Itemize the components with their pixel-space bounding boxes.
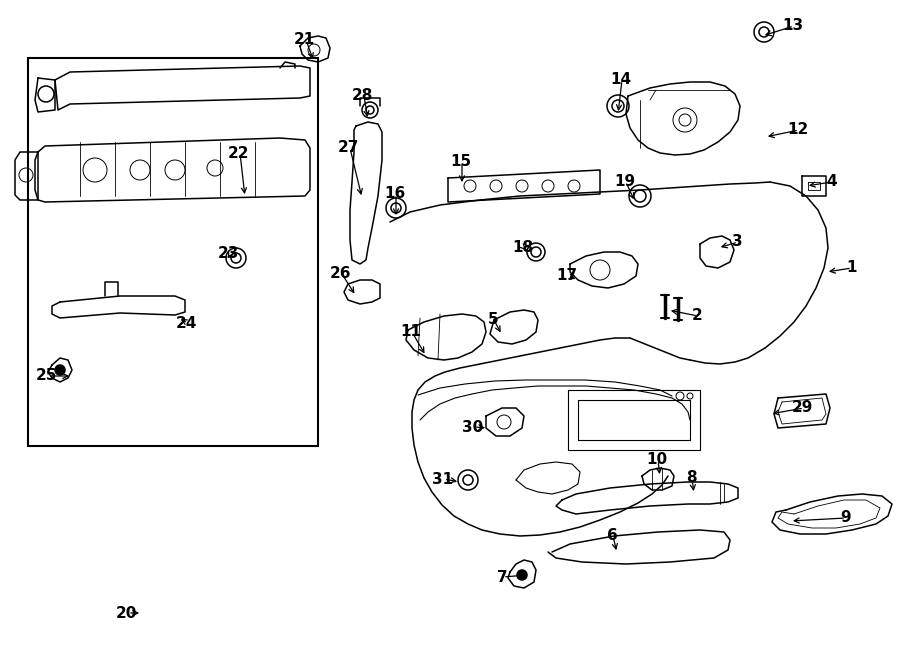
Text: 11: 11 [400,325,421,340]
Text: 3: 3 [732,235,742,249]
Circle shape [517,570,527,580]
Bar [28,58,318,446]
Text: 22: 22 [228,145,249,161]
Text: 27: 27 [338,141,359,155]
Text: 1: 1 [846,260,857,276]
Text: 29: 29 [792,401,814,416]
Text: 14: 14 [610,73,631,87]
Text: 26: 26 [330,266,352,282]
Text: 12: 12 [787,122,808,137]
Text: 31: 31 [432,471,453,486]
Text: 2: 2 [692,309,703,323]
Text: 17: 17 [556,268,577,284]
Text: 18: 18 [512,241,533,256]
Text: 9: 9 [840,510,850,525]
Text: 7: 7 [497,570,508,584]
Text: 16: 16 [384,186,405,202]
Text: 13: 13 [782,19,803,34]
Text: 30: 30 [462,420,483,434]
Text: 8: 8 [686,471,697,485]
Text: 28: 28 [352,89,374,104]
Text: 10: 10 [646,453,667,467]
Text: 23: 23 [218,247,239,262]
Text: 24: 24 [176,315,197,330]
Text: 5: 5 [488,313,499,327]
Text: 4: 4 [826,175,837,190]
Text: 21: 21 [294,32,315,48]
Text: 15: 15 [450,155,471,169]
Text: 20: 20 [116,605,138,621]
Text: 6: 6 [607,529,617,543]
Circle shape [55,365,65,375]
Text: 25: 25 [36,368,58,383]
Text: 19: 19 [614,175,635,190]
